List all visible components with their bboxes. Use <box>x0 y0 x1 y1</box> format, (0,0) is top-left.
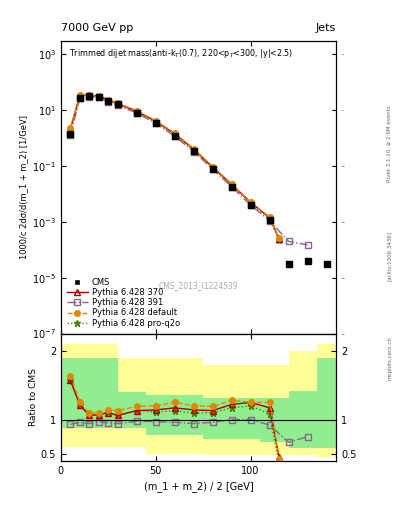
Pythia 6.428 pro-q2o <box>77 92 82 98</box>
Pythia 6.428 370 <box>277 236 281 242</box>
Pythia 6.428 pro-q2o <box>87 92 92 98</box>
Pythia 6.428 370 <box>77 92 82 98</box>
Pythia 6.428 default <box>134 108 139 114</box>
Pythia 6.428 default <box>267 214 272 220</box>
CMS <box>116 101 120 108</box>
CMS <box>286 261 291 267</box>
Pythia 6.428 pro-q2o <box>173 132 177 138</box>
CMS <box>173 133 177 139</box>
Pythia 6.428 pro-q2o <box>277 237 281 243</box>
Pythia 6.428 pro-q2o <box>106 97 111 103</box>
Pythia 6.428 pro-q2o <box>116 101 120 107</box>
Pythia 6.428 391 <box>248 202 253 208</box>
Pythia 6.428 default <box>106 96 111 102</box>
Pythia 6.428 pro-q2o <box>210 164 215 170</box>
Pythia 6.428 default <box>210 163 215 169</box>
Pythia 6.428 391 <box>153 120 158 126</box>
Pythia 6.428 391 <box>173 133 177 139</box>
Pythia 6.428 default <box>68 125 73 131</box>
Pythia 6.428 391 <box>305 242 310 248</box>
Pythia 6.428 391 <box>286 238 291 244</box>
Pythia 6.428 391 <box>87 94 92 100</box>
Pythia 6.428 default <box>191 145 196 152</box>
Pythia 6.428 370 <box>229 181 234 187</box>
Line: Pythia 6.428 391: Pythia 6.428 391 <box>68 94 310 248</box>
Line: CMS: CMS <box>68 93 329 267</box>
CMS <box>229 184 234 190</box>
Y-axis label: 1000/c 2dσ/d(m_1 + m_2) [1/GeV]: 1000/c 2dσ/d(m_1 + m_2) [1/GeV] <box>19 115 28 259</box>
Line: Pythia 6.428 default: Pythia 6.428 default <box>68 92 282 241</box>
Pythia 6.428 391 <box>267 218 272 224</box>
Pythia 6.428 pro-q2o <box>267 216 272 222</box>
Pythia 6.428 pro-q2o <box>68 125 73 132</box>
Pythia 6.428 370 <box>173 131 177 137</box>
Pythia 6.428 pro-q2o <box>97 93 101 99</box>
CMS <box>267 217 272 223</box>
Pythia 6.428 370 <box>210 164 215 170</box>
Text: [arXiv:1306.3436]: [arXiv:1306.3436] <box>387 231 392 281</box>
Pythia 6.428 391 <box>68 132 73 138</box>
Pythia 6.428 default <box>153 118 158 124</box>
Pythia 6.428 391 <box>106 99 111 105</box>
Pythia 6.428 370 <box>153 118 158 124</box>
Pythia 6.428 391 <box>134 110 139 116</box>
Pythia 6.428 391 <box>77 95 82 101</box>
Pythia 6.428 370 <box>68 125 73 132</box>
Pythia 6.428 391 <box>191 148 196 155</box>
Pythia 6.428 370 <box>267 215 272 221</box>
Pythia 6.428 370 <box>116 101 120 107</box>
CMS <box>305 258 310 264</box>
CMS <box>210 166 215 172</box>
Pythia 6.428 default <box>116 100 120 106</box>
Text: Jets: Jets <box>316 23 336 33</box>
Pythia 6.428 370 <box>191 146 196 152</box>
CMS <box>77 95 82 101</box>
Pythia 6.428 default <box>87 92 92 98</box>
CMS <box>324 261 329 267</box>
Legend: CMS, Pythia 6.428 370, Pythia 6.428 391, Pythia 6.428 default, Pythia 6.428 pro-: CMS, Pythia 6.428 370, Pythia 6.428 391,… <box>65 276 182 329</box>
Text: 7000 GeV pp: 7000 GeV pp <box>61 23 133 33</box>
Pythia 6.428 370 <box>248 199 253 205</box>
Line: Pythia 6.428 370: Pythia 6.428 370 <box>68 93 282 242</box>
Pythia 6.428 370 <box>97 93 101 99</box>
Pythia 6.428 pro-q2o <box>248 200 253 206</box>
CMS <box>68 131 73 137</box>
X-axis label: (m_1 + m_2) / 2 [GeV]: (m_1 + m_2) / 2 [GeV] <box>143 481 253 492</box>
Pythia 6.428 370 <box>106 97 111 103</box>
CMS <box>134 110 139 116</box>
Pythia 6.428 pro-q2o <box>153 118 158 124</box>
Text: mcplots.cern.ch: mcplots.cern.ch <box>387 336 392 380</box>
Line: Pythia 6.428 pro-q2o: Pythia 6.428 pro-q2o <box>67 92 283 244</box>
Pythia 6.428 default <box>248 199 253 205</box>
Pythia 6.428 default <box>173 130 177 136</box>
Pythia 6.428 pro-q2o <box>191 147 196 153</box>
Pythia 6.428 default <box>277 235 281 241</box>
Pythia 6.428 370 <box>134 109 139 115</box>
Pythia 6.428 391 <box>229 184 234 190</box>
Pythia 6.428 391 <box>210 166 215 172</box>
Pythia 6.428 pro-q2o <box>134 109 139 115</box>
Text: Rivet 3.1.10, ≥ 2.6M events: Rivet 3.1.10, ≥ 2.6M events <box>387 105 392 182</box>
Text: CMS_2013_I1224539: CMS_2013_I1224539 <box>159 281 238 290</box>
Pythia 6.428 default <box>229 181 234 187</box>
Text: Trimmed dijet mass(anti-k$_T$(0.7), 220<p$_T$<300, |y|<2.5): Trimmed dijet mass(anti-k$_T$(0.7), 220<… <box>69 47 294 60</box>
Pythia 6.428 370 <box>87 92 92 98</box>
Pythia 6.428 pro-q2o <box>229 182 234 188</box>
Pythia 6.428 391 <box>116 102 120 109</box>
CMS <box>97 94 101 100</box>
Pythia 6.428 default <box>77 92 82 98</box>
CMS <box>106 98 111 104</box>
Pythia 6.428 391 <box>97 94 101 100</box>
Pythia 6.428 default <box>97 93 101 99</box>
Y-axis label: Ratio to CMS: Ratio to CMS <box>29 368 38 426</box>
CMS <box>191 148 196 154</box>
CMS <box>153 120 158 126</box>
CMS <box>87 93 92 99</box>
CMS <box>248 202 253 208</box>
